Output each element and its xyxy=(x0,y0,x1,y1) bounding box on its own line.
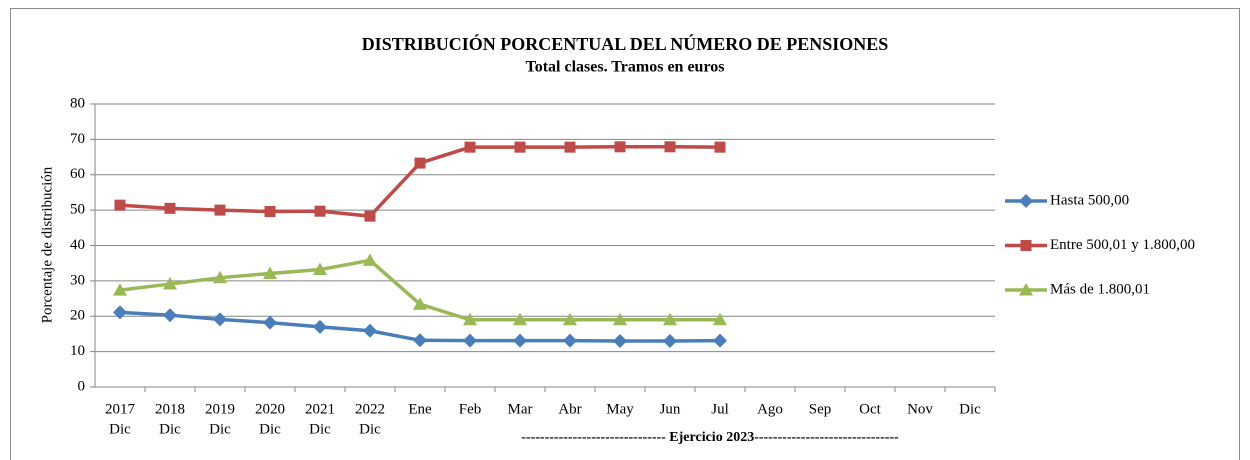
x-tick-label: Jul xyxy=(711,401,729,417)
marker xyxy=(314,205,326,217)
y-tick-label: 40 xyxy=(70,237,85,253)
marker xyxy=(114,199,126,211)
x-tick-label: Jun xyxy=(660,401,681,417)
marker xyxy=(464,141,476,153)
legend-label: Más de 1.800,01 xyxy=(1050,281,1150,297)
marker xyxy=(513,333,527,348)
x-tick-label: Dic xyxy=(959,401,981,417)
marker xyxy=(214,204,226,216)
x-tick-label: May xyxy=(606,401,634,417)
marker xyxy=(663,334,677,349)
x-tick-label: Abr xyxy=(558,401,581,417)
x-tick-label: Nov xyxy=(907,401,933,417)
marker xyxy=(213,312,227,327)
marker xyxy=(563,333,577,348)
marker xyxy=(664,141,676,153)
y-tick-label: 60 xyxy=(70,166,85,182)
x-tick-label: Sep xyxy=(809,401,832,417)
marker xyxy=(713,333,727,348)
x-tick-label: Dic xyxy=(159,421,181,437)
marker xyxy=(113,305,127,320)
y-tick-label: 80 xyxy=(70,95,85,111)
marker xyxy=(163,308,177,323)
marker xyxy=(463,333,477,348)
x-tick-label: 2022 xyxy=(355,401,385,417)
marker xyxy=(563,312,577,326)
x-tick-label: Dic xyxy=(209,421,231,437)
x-tick-label: Ago xyxy=(757,401,783,417)
series-line xyxy=(119,258,720,322)
y-tick-label: 70 xyxy=(70,131,85,147)
x-tick-label: 2018 xyxy=(155,401,185,417)
x-tick-label: Dic xyxy=(309,421,331,437)
annotation: ------------------------------- Ejercici… xyxy=(521,430,899,445)
x-tick-label: Dic xyxy=(359,421,381,437)
x-tick-label: Feb xyxy=(459,401,482,417)
marker xyxy=(113,283,127,296)
x-tick-label: 2020 xyxy=(255,401,285,417)
marker xyxy=(413,333,427,348)
y-tick-label: 50 xyxy=(70,202,85,218)
marker xyxy=(463,312,477,326)
y-tick-label: 10 xyxy=(70,343,85,359)
marker xyxy=(313,319,327,334)
marker xyxy=(564,141,576,153)
x-tick-label: Dic xyxy=(259,421,281,437)
marker xyxy=(413,297,427,310)
marker xyxy=(213,270,227,284)
y-axis-label: Porcentaje de distribución xyxy=(39,166,55,323)
x-tick-label: 2017 xyxy=(105,401,136,417)
y-tick-label: 20 xyxy=(70,308,85,324)
marker xyxy=(614,141,626,153)
x-tick-label: Dic xyxy=(109,421,131,437)
x-tick-label: 2021 xyxy=(305,401,335,417)
chart-title: DISTRIBUCIÓN PORCENTUAL DEL NÚMERO DE PE… xyxy=(362,33,889,54)
chart-subtitle: Total clases. Tramos en euros xyxy=(526,59,725,76)
marker xyxy=(263,315,277,330)
marker xyxy=(713,312,727,326)
marker xyxy=(1019,194,1033,208)
marker xyxy=(613,312,627,326)
marker xyxy=(313,262,327,276)
marker xyxy=(163,277,177,290)
marker xyxy=(714,141,726,153)
marker xyxy=(514,141,526,153)
x-tick-label: 2019 xyxy=(205,401,235,417)
marker xyxy=(513,312,527,326)
marker xyxy=(363,323,377,338)
marker xyxy=(613,334,627,349)
marker xyxy=(1020,240,1032,251)
marker xyxy=(414,157,426,169)
marker xyxy=(1019,283,1033,296)
x-tick-label: Oct xyxy=(859,401,881,417)
legend-label: Hasta 500,00 xyxy=(1050,192,1129,208)
y-tick-label: 0 xyxy=(78,378,86,394)
x-tick-label: Ene xyxy=(408,401,432,417)
marker xyxy=(264,206,276,218)
x-tick-label: Mar xyxy=(508,401,533,417)
series-line xyxy=(119,145,721,218)
marker xyxy=(263,266,277,279)
marker xyxy=(663,312,677,326)
marker xyxy=(164,202,176,214)
chart-frame xyxy=(10,8,1240,460)
marker xyxy=(363,253,377,266)
marker xyxy=(364,210,376,222)
y-tick-label: 30 xyxy=(70,272,85,288)
legend-label: Entre 500,01 y 1.800,00 xyxy=(1050,237,1195,253)
